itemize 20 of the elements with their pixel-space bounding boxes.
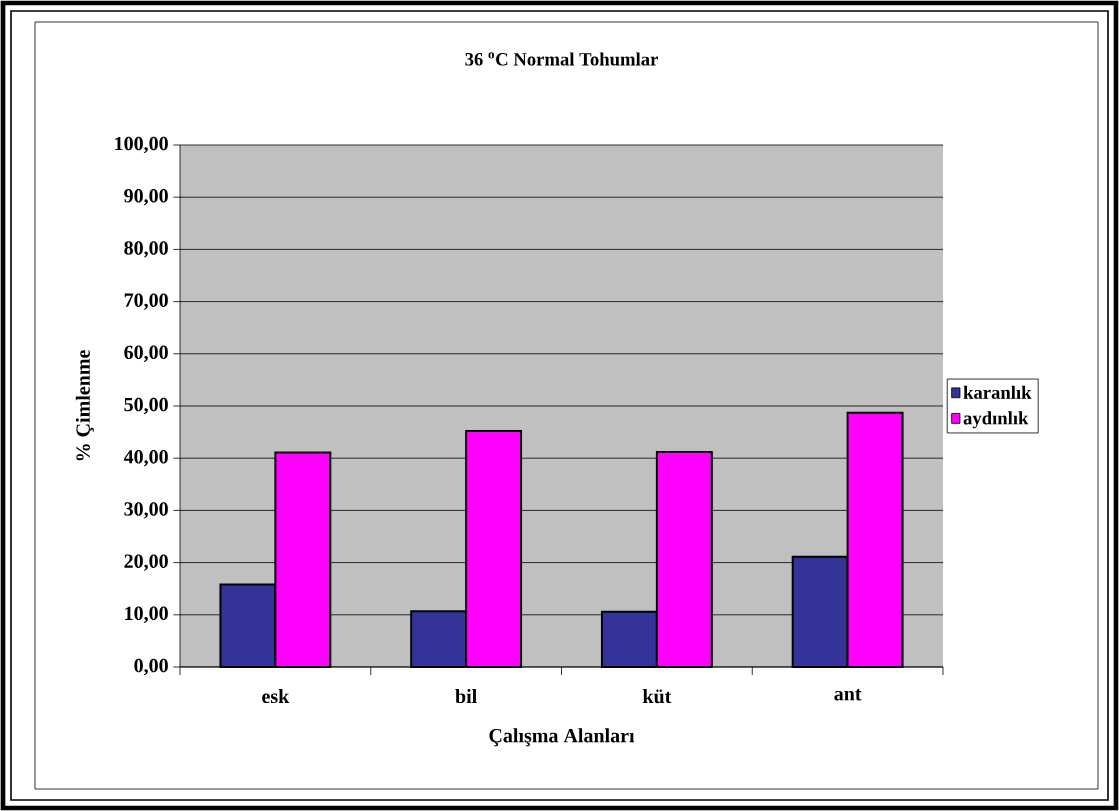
x-tick-label: küt — [642, 689, 672, 704]
y-tick-label: 10,00 — [125, 606, 168, 623]
y-tick-label: 90,00 — [124, 189, 168, 206]
y-tick-label: 40,00 — [123, 450, 168, 467]
y-tick-label: 70,00 — [124, 293, 168, 310]
y-tick-label: 0,00 — [134, 658, 168, 676]
legend-label: aydınlık — [963, 411, 1029, 429]
x-axis-title: Çalışma Alanları — [489, 728, 635, 747]
x-tick-label: ant — [834, 689, 862, 701]
chart-title: 36 $^{o}$C Normal Tohumlar — [465, 52, 658, 66]
y-tick-label: 60,00 — [124, 345, 168, 362]
y-tick-label: 50,00 — [124, 397, 168, 415]
legend-label: karanlık — [963, 385, 1032, 399]
y-tick-label: 30,00 — [124, 502, 168, 519]
x-tick-label: bil — [455, 689, 477, 704]
y-axis-title: % Çimlenme — [75, 350, 94, 461]
x-tick-label: esk — [262, 689, 290, 704]
y-tick-label: 80,00 — [124, 241, 168, 258]
y-tick-label: 20,00 — [124, 554, 168, 571]
y-tick-label: 100,00 — [115, 136, 168, 154]
